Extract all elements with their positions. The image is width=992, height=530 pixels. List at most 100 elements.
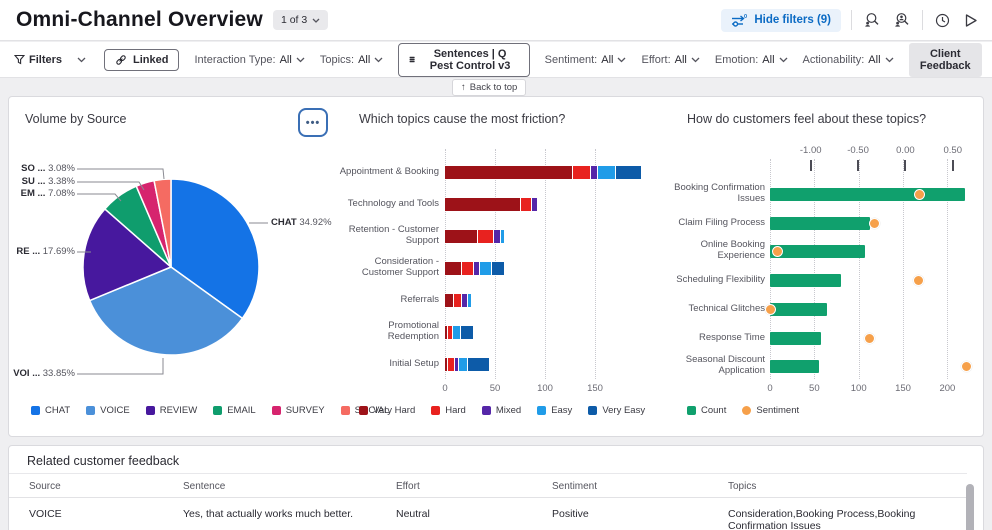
category-label: Technology and Tools <box>347 197 439 209</box>
emotion-dropdown[interactable]: Emotion: All <box>715 54 788 66</box>
bar-segment-very-easy[interactable] <box>616 165 641 179</box>
pie-legend-item-email[interactable]: EMAIL <box>213 405 256 416</box>
column-header-sentiment[interactable]: Sentiment <box>552 481 598 492</box>
effort-dropdown[interactable]: Effort: All <box>641 54 700 66</box>
bar-segment-hard[interactable] <box>478 229 493 243</box>
back-to-top-button[interactable]: ↑ Back to top <box>452 79 527 96</box>
filters-toggle[interactable]: Filters <box>14 54 62 66</box>
dataset-chip[interactable]: Sentences | Q Pest Control v3 <box>398 42 530 77</box>
topics-dropdown[interactable]: Topics: All <box>320 54 383 66</box>
related-feedback-title: Related customer feedback <box>27 454 180 468</box>
sentiment-legend: Count Sentiment <box>687 405 799 416</box>
friction-legend-item-very-easy[interactable]: Very Easy <box>588 405 645 416</box>
legend-label: Sentiment <box>756 405 800 416</box>
interaction-type-dropdown[interactable]: Interaction Type: All <box>194 53 305 66</box>
table-scrollbar-thumb[interactable] <box>966 484 974 530</box>
bar-segment-easy[interactable] <box>453 325 460 339</box>
column-header-source[interactable]: Source <box>29 481 61 492</box>
sentiment-dot-2[interactable] <box>868 217 880 229</box>
play-icon[interactable] <box>962 11 980 30</box>
sentiment-dot-6[interactable] <box>863 332 875 344</box>
bar-segment-very-hard[interactable] <box>445 229 477 243</box>
sentiment-dot-4[interactable] <box>913 274 925 286</box>
sentiment-legend-item-sentiment[interactable]: Sentiment <box>742 405 799 416</box>
count-bar-2[interactable] <box>770 216 871 230</box>
group-search-icon[interactable] <box>892 10 912 30</box>
bar-segment-very-hard[interactable] <box>445 197 520 211</box>
bar-segment-very-hard[interactable] <box>445 357 447 371</box>
friction-legend-item-very-hard[interactable]: Very Hard <box>359 405 415 416</box>
bar-segment-easy[interactable] <box>501 229 504 243</box>
feedback-table-row[interactable]: VOICE Yes, that actually works much bette… <box>9 498 967 530</box>
dropdown-label: Interaction Type: <box>194 53 276 66</box>
bar-segment-very-easy[interactable] <box>468 357 489 371</box>
pie-legend-item-survey[interactable]: SURVEY <box>271 405 325 416</box>
sentiment-dropdown[interactable]: Sentiment: All <box>545 54 627 66</box>
count-bar-1[interactable] <box>770 187 966 201</box>
pie-slice-review[interactable] <box>82 207 173 302</box>
client-feedback-chip[interactable]: Client Feedback <box>908 42 982 77</box>
pie-slice-chat[interactable] <box>170 178 260 320</box>
column-header-effort[interactable]: Effort <box>396 481 420 492</box>
clock-icon[interactable] <box>933 11 952 30</box>
filters-expand-chevron[interactable] <box>77 57 86 63</box>
column-header-sentence[interactable]: Sentence <box>183 481 226 492</box>
bar-segment-very-hard[interactable] <box>445 325 447 339</box>
bar-segment-easy[interactable] <box>480 261 491 275</box>
count-bar-4[interactable] <box>770 273 841 287</box>
friction-legend-item-mixed[interactable]: Mixed <box>481 405 521 416</box>
pie-legend-item-social[interactable]: SOCIAL <box>340 405 389 416</box>
sentiment-dot-1[interactable] <box>914 188 926 200</box>
sentiment-dot-3[interactable] <box>772 245 784 257</box>
bar-segment-very-hard[interactable] <box>445 293 453 307</box>
sentiment-tick-label: -1.00 <box>799 145 822 156</box>
stacked-bar-3 <box>445 229 504 243</box>
count-bar-6[interactable] <box>770 331 821 345</box>
bar-segment-mixed[interactable] <box>474 261 479 275</box>
count-bar-3[interactable] <box>770 244 865 258</box>
bar-segment-hard[interactable] <box>448 325 452 339</box>
bar-segment-hard[interactable] <box>462 261 473 275</box>
pie-legend-item-chat[interactable]: CHAT <box>31 405 70 416</box>
count-bar-5[interactable] <box>770 302 827 316</box>
bar-segment-very-hard[interactable] <box>445 165 572 179</box>
sentiment-legend-item-count[interactable]: Count <box>687 405 726 416</box>
count-bar-7[interactable] <box>770 359 819 373</box>
friction-legend-item-easy[interactable]: Easy <box>537 405 572 416</box>
sentiment-dot-7[interactable] <box>961 360 973 372</box>
bar-segment-hard[interactable] <box>573 165 590 179</box>
volume-by-source-pie[interactable] <box>9 97 339 397</box>
bar-segment-mixed[interactable] <box>591 165 597 179</box>
bar-segment-easy[interactable] <box>459 357 467 371</box>
pie-legend-item-voice[interactable]: VOICE <box>86 405 130 416</box>
bar-segment-very-easy[interactable] <box>461 325 473 339</box>
bar-segment-mixed[interactable] <box>462 293 467 307</box>
bar-segment-easy[interactable] <box>598 165 615 179</box>
hide-filters-button[interactable]: 0 Hide filters (9) <box>721 8 841 32</box>
bar-segment-mixed[interactable] <box>494 229 500 243</box>
bar-segment-hard[interactable] <box>448 357 454 371</box>
friction-legend-item-hard[interactable]: Hard <box>431 405 466 416</box>
bar-segment-mixed[interactable] <box>532 197 537 211</box>
pie-legend-item-review[interactable]: REVIEW <box>145 405 197 416</box>
dropdown-label: Topics: <box>319 53 355 66</box>
legend-swatch <box>271 406 281 415</box>
widget-options-button[interactable]: ••• <box>298 108 328 137</box>
bar-segment-mixed[interactable] <box>455 357 458 371</box>
chevron-down-icon <box>779 57 787 62</box>
actionability-dropdown[interactable]: Actionability: All <box>803 54 894 66</box>
dropdown-label: Sentiment: <box>544 53 598 66</box>
bar-segment-very-easy[interactable] <box>492 261 504 275</box>
legend-label: VOICE <box>100 405 130 416</box>
page-selector-dropdown[interactable]: 1 of 3 <box>272 10 329 30</box>
bar-segment-hard[interactable] <box>521 197 531 211</box>
bar-segment-easy[interactable] <box>468 293 471 307</box>
user-search-icon[interactable] <box>862 10 882 30</box>
pie-slice-voice[interactable] <box>88 266 244 356</box>
column-header-topics[interactable]: Topics <box>728 481 757 492</box>
bar-segment-hard[interactable] <box>454 293 461 307</box>
linked-filter-chip[interactable]: Linked <box>104 48 180 71</box>
bar-segment-very-hard[interactable] <box>445 261 461 275</box>
pie-slice-social[interactable] <box>153 178 172 268</box>
sentiment-dot-5[interactable] <box>765 303 777 315</box>
